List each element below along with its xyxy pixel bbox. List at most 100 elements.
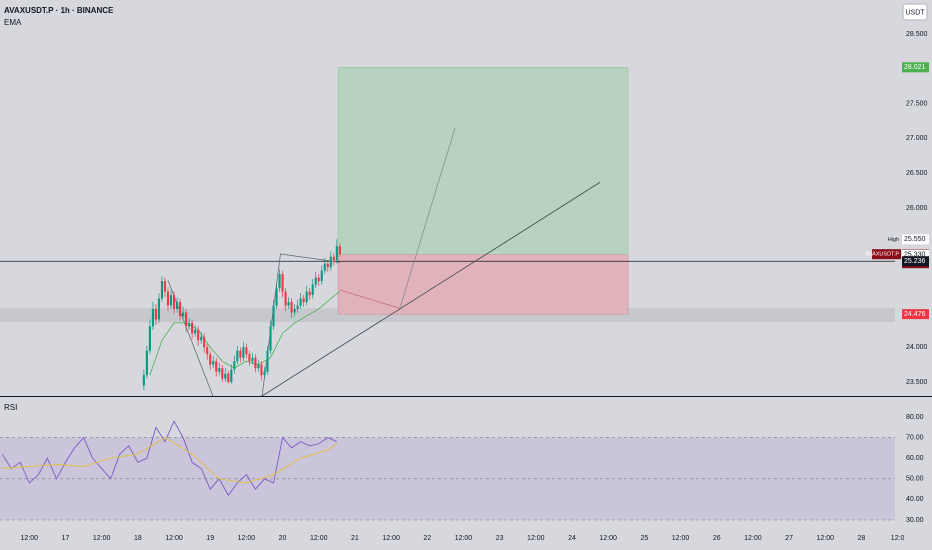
candle-body [257, 364, 260, 369]
candle-body [157, 298, 161, 320]
y-tick-label: 26.000 [906, 205, 928, 212]
candle-body [320, 270, 323, 282]
x-tick-label: 17 [62, 535, 70, 542]
candle-body [338, 246, 341, 254]
y-tick-label: 27.500 [906, 100, 928, 107]
rsi-tick-label: 30.00 [906, 517, 924, 524]
y-tick-label: 28.500 [906, 31, 928, 38]
rsi-tick-label: 80.00 [906, 414, 924, 421]
x-tick-label: 12:00 [599, 535, 617, 542]
rsi-pane [0, 420, 895, 521]
candle-body [299, 298, 302, 306]
price-tag-label: 25.330 [904, 252, 926, 259]
candle-body [172, 295, 176, 309]
x-tick-label: 12:0 [891, 535, 905, 542]
candle-body [293, 308, 296, 313]
x-tick-label: 12:00 [816, 535, 834, 542]
drawing-line [399, 127, 456, 309]
candle-body [154, 308, 157, 320]
price-tag-label: 25.550 [904, 236, 926, 243]
candle-body [166, 291, 170, 306]
candle-body [175, 302, 179, 309]
rsi-tick-label: 50.00 [906, 476, 924, 483]
candle-body [197, 329, 200, 341]
candle-body [185, 312, 188, 327]
price-tag [902, 309, 929, 320]
candle-body [230, 369, 233, 383]
price-tag [902, 256, 929, 267]
candle-body [329, 256, 332, 268]
candle-body [182, 312, 185, 316]
symbol-tag: High [888, 237, 899, 243]
candle-body [242, 347, 245, 358]
price-tag-label: 28.021 [904, 64, 926, 71]
candle-body [191, 322, 194, 334]
profit-zone [337, 67, 629, 255]
y-tick-label: 26.500 [906, 170, 928, 177]
candle-body [287, 302, 290, 306]
y-tick-label: 24.000 [906, 344, 928, 351]
loss-zone [337, 254, 629, 315]
candle-body [254, 357, 257, 369]
candle-body [311, 284, 314, 296]
candle-body [239, 350, 242, 358]
y-tick-label: 23.500 [906, 379, 928, 386]
x-tick-label: 18 [134, 535, 142, 542]
candle-body [224, 373, 227, 379]
drawing-line [340, 289, 400, 309]
candle-body [163, 281, 167, 292]
candle-body [323, 263, 326, 271]
y-tick-label: 27.000 [906, 135, 928, 142]
x-tick-label: 25 [640, 535, 648, 542]
candle-body [314, 277, 317, 285]
candle-body [233, 361, 236, 370]
candle-body [332, 256, 335, 261]
candle-body [151, 308, 154, 327]
candle-body [269, 326, 272, 351]
x-tick-label: 12:00 [455, 535, 473, 542]
candle-body [169, 295, 173, 306]
candle-body [284, 291, 287, 306]
currency-label[interactable]: USDT [905, 9, 925, 16]
rsi-line [1, 420, 338, 497]
candle-body [206, 347, 209, 355]
x-tick-label: 22 [423, 535, 431, 542]
currency-button[interactable] [902, 3, 928, 21]
x-tick-label: 12:00 [744, 535, 762, 542]
x-tick-label: 23 [496, 535, 504, 542]
candle-body [266, 350, 269, 372]
drawing-line [167, 280, 214, 396]
candle-body [248, 354, 251, 362]
price-tag-label: 25.236 [904, 258, 926, 265]
candle-body [218, 368, 221, 372]
candle-body [179, 302, 182, 316]
candle-body [260, 364, 263, 376]
rsi-tick-label: 70.00 [906, 434, 924, 441]
x-tick-label: 24 [568, 535, 576, 542]
candle-body [221, 368, 224, 379]
price-tag [902, 234, 929, 245]
drawing-line [261, 253, 341, 396]
candle-body [251, 357, 254, 362]
rsi-tick-label: 40.00 [906, 496, 924, 503]
indicator-label: EMA [4, 18, 22, 27]
x-tick-label: 12:00 [310, 535, 328, 542]
ema-line [149, 291, 341, 376]
axes: 28.500 27.500 27.000 26.500 26.000 24.000 23.5… [21, 31, 929, 542]
candle-body [200, 336, 203, 341]
rsi-line [2, 437, 338, 484]
x-tick-label: 12:00 [21, 535, 39, 542]
rsi-label: RSI [4, 403, 17, 412]
x-tick-label: 26 [713, 535, 721, 542]
symbol-tag-bg [872, 249, 901, 260]
candle-body [148, 326, 151, 351]
candle-body [302, 298, 305, 303]
x-tick-label: 28 [858, 535, 866, 542]
drawing-line [261, 181, 601, 396]
x-tick-label: 12:00 [527, 535, 545, 542]
candle-body [203, 336, 206, 348]
candle-body [263, 371, 266, 376]
candle-body [145, 350, 148, 376]
candle-body [335, 246, 338, 261]
